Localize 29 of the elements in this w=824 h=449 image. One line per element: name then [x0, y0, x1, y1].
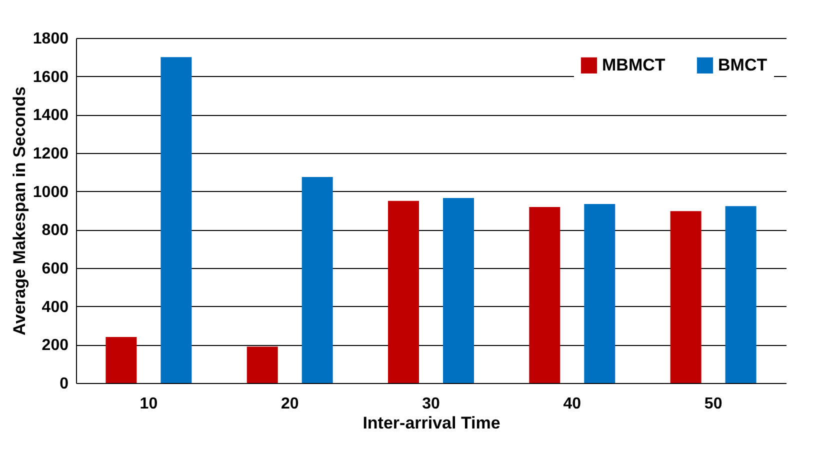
y-tick-label: 0: [60, 376, 69, 392]
bar: [302, 176, 333, 383]
bar: [106, 337, 137, 383]
legend-label: BMCT: [718, 55, 768, 74]
bar: [584, 204, 616, 383]
y-tick-label: 200: [42, 337, 69, 354]
y-tick-label: 1800: [32, 30, 69, 48]
y-tick-label: 1200: [32, 146, 69, 162]
bar: [388, 200, 420, 383]
y-tick-label: 1600: [32, 68, 69, 86]
y-tick-label: 1000: [32, 184, 69, 201]
bar: [246, 346, 278, 383]
y-tick-label: 600: [42, 260, 69, 278]
bar: [725, 206, 756, 383]
bar: [442, 198, 474, 383]
y-axis-title: Average Makespan in Seconds: [10, 86, 29, 336]
x-tick-label: 10: [140, 396, 158, 412]
bar: [529, 207, 560, 383]
x-tick-label: 50: [704, 396, 722, 412]
bar: [670, 211, 702, 383]
x-tick-label: 40: [563, 396, 582, 412]
x-tick-label: 20: [280, 396, 299, 412]
legend-label: MBMCT: [602, 55, 666, 74]
bar: [160, 57, 192, 383]
x-axis-title: Inter-arrival Time: [362, 414, 500, 432]
x-tick-label: 30: [422, 396, 440, 412]
y-tick-label: 1400: [32, 107, 69, 124]
y-tick-label: 800: [42, 222, 69, 240]
y-tick-label: 400: [42, 298, 69, 316]
